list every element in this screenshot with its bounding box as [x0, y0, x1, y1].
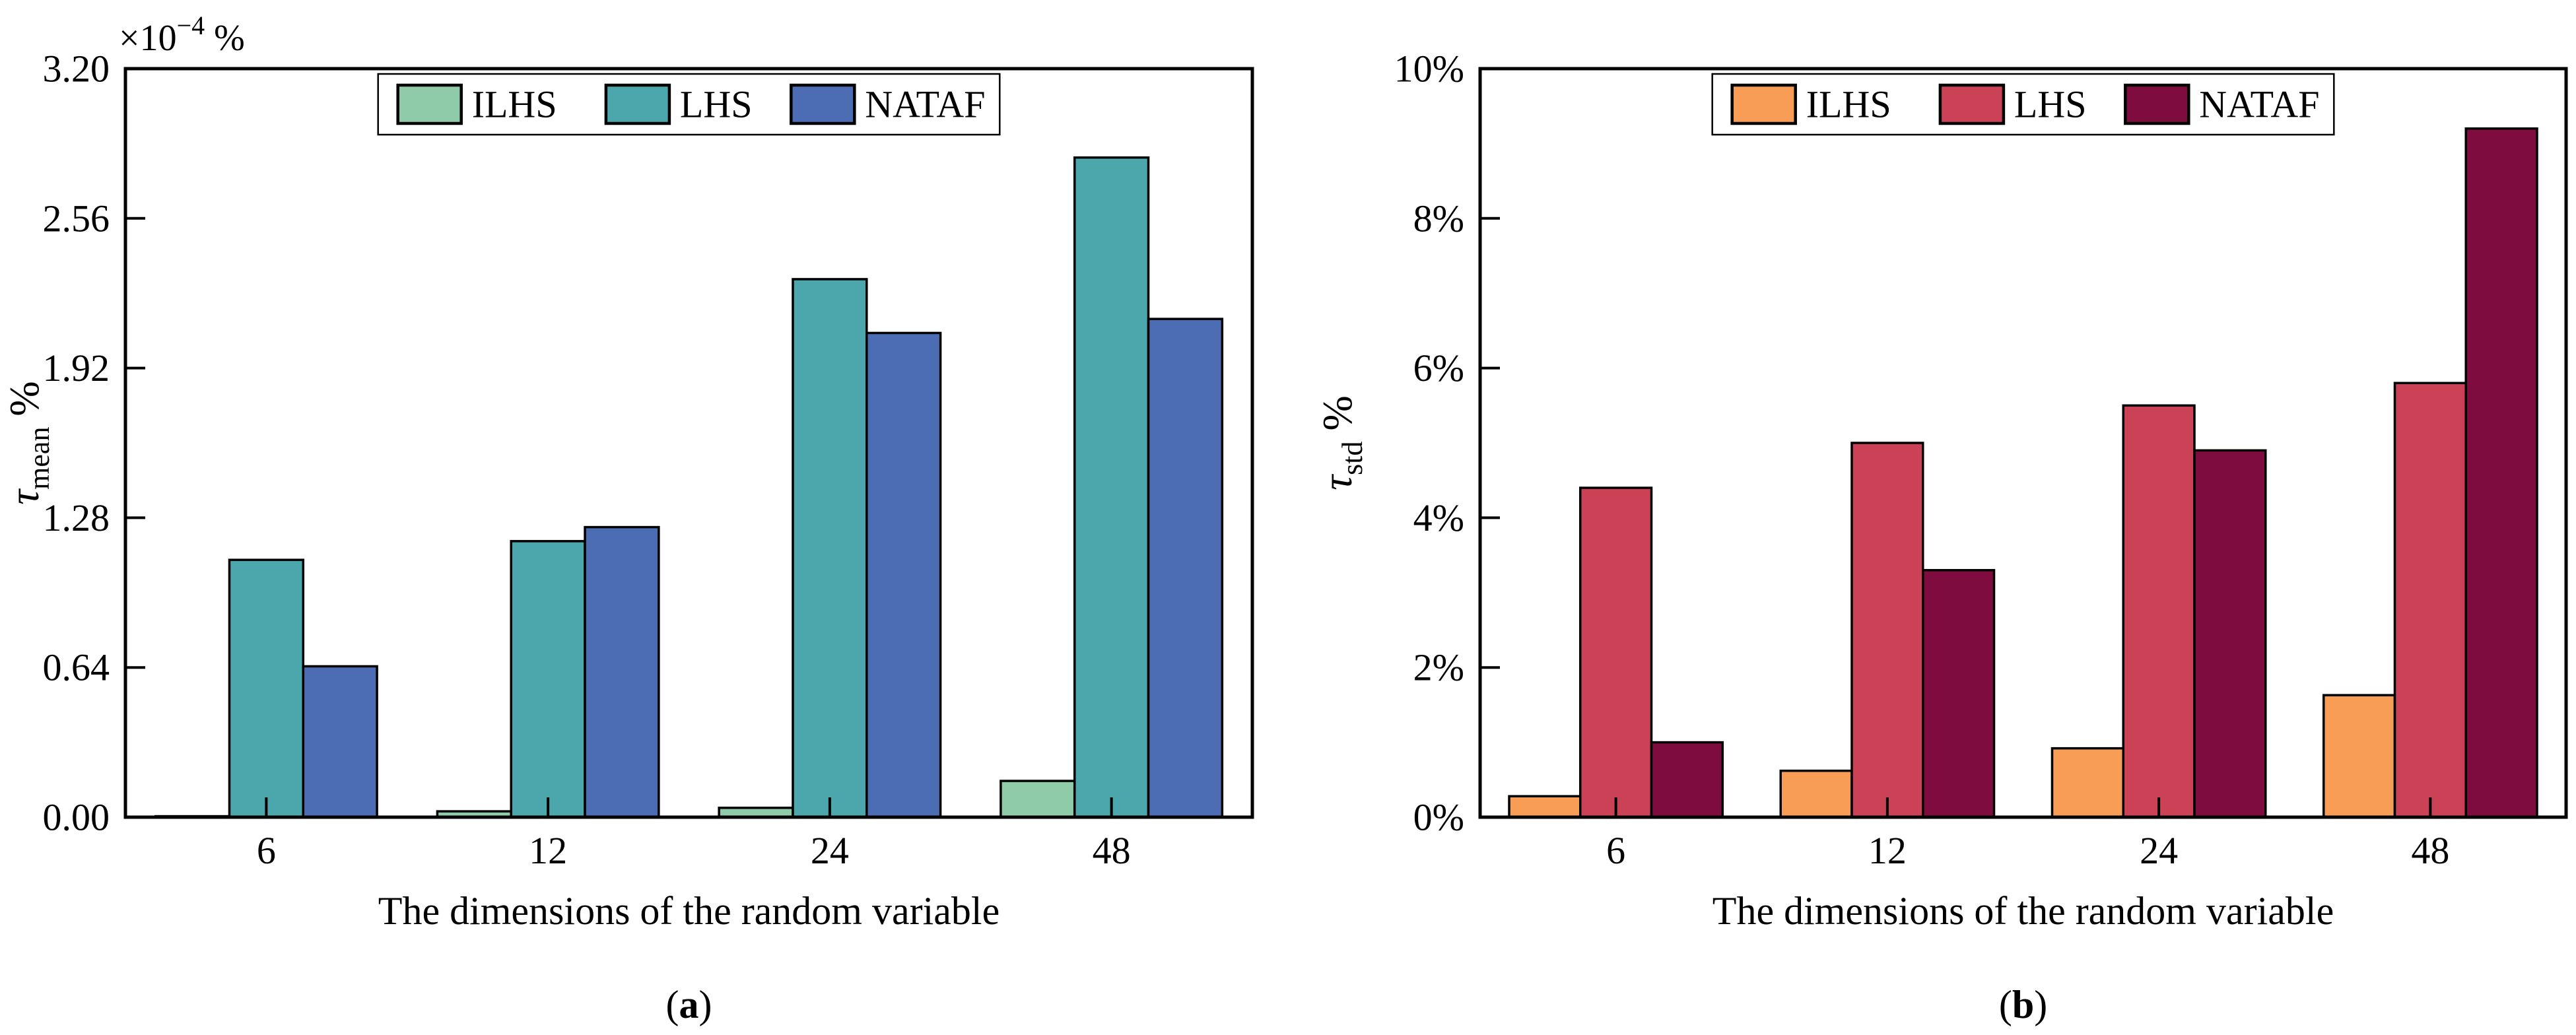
y-tick-label: 0.00 — [43, 796, 110, 839]
y-tick-label: 3.20 — [43, 48, 110, 90]
bar-ILHS-48 — [1000, 780, 1076, 818]
bar-NATAF-6 — [1650, 741, 1724, 818]
bar-NATAF-12 — [584, 525, 660, 818]
y-axis-title: τstd % — [1314, 395, 1369, 490]
y-tick-label: 2.56 — [43, 197, 110, 240]
bar-ILHS-6 — [1508, 795, 1582, 818]
x-tick-label: 24 — [2140, 829, 2178, 872]
plot-frame — [123, 67, 1254, 819]
legend-swatch-NATAF — [2124, 83, 2190, 125]
bar-NATAF-48 — [1147, 317, 1224, 818]
y-tick-label: 1.28 — [43, 496, 110, 539]
legend-label-LHS: LHS — [680, 83, 753, 126]
x-tick-label: 6 — [1606, 829, 1625, 872]
x-axis-title: The dimensions of the random variable — [378, 889, 1000, 933]
bar-NATAF-48 — [2464, 127, 2538, 818]
bar-LHS-24 — [2122, 404, 2196, 818]
x-tick-label: 12 — [529, 829, 567, 872]
bar-NATAF-24 — [2193, 449, 2267, 818]
bar-LHS-48 — [1073, 156, 1150, 818]
bar-LHS-24 — [792, 278, 868, 818]
panel-letter-a: (a) — [666, 983, 712, 1026]
x-tick-label: 48 — [1093, 829, 1131, 872]
bar-LHS-12 — [510, 540, 586, 818]
legend-label-LHS: LHS — [2014, 83, 2087, 126]
legend-box — [1711, 73, 2335, 136]
x-tick-label: 12 — [1868, 829, 1907, 872]
plot-frame — [1478, 67, 2568, 819]
bar-LHS-6 — [1579, 486, 1653, 818]
bar-ILHS-12 — [1779, 769, 1853, 818]
bar-NATAF-6 — [302, 665, 378, 818]
x-tick-label: 48 — [2411, 829, 2449, 872]
legend-swatch-NATAF — [790, 83, 856, 125]
x-tick-label: 6 — [257, 829, 276, 872]
y-axis-title: τmean % — [1, 381, 55, 505]
legend: ILHS LHS NATAF — [377, 73, 1001, 136]
panel-b-chart: 0% 2% 4% 6% 8% 10% 6 12 24 48 τstd % The dimensions… — [1314, 48, 2568, 1026]
y-tick-label: 8% — [1413, 197, 1464, 240]
panel-letter-b: (b) — [1999, 983, 2047, 1026]
y-tick-label: 6% — [1413, 347, 1464, 389]
legend-box — [377, 73, 1001, 136]
legend: ILHS LHS NATAF — [1711, 73, 2335, 136]
y-tick-label: 1.92 — [43, 347, 110, 389]
y-tick-label: 4% — [1413, 496, 1464, 539]
legend-swatch-LHS — [1938, 83, 2006, 125]
y-tick-label: 0% — [1413, 796, 1464, 839]
legend-swatch-ILHS — [396, 83, 463, 125]
bar-LHS-12 — [1850, 442, 1924, 818]
y-axis-offset-label: ×10−4 % — [119, 11, 245, 59]
bar-LHS-6 — [228, 558, 305, 818]
bar-NATAF-24 — [865, 331, 942, 818]
legend-label-NATAF: NATAF — [2199, 83, 2319, 126]
legend-label-NATAF: NATAF — [865, 83, 985, 126]
legend-swatch-LHS — [604, 83, 671, 125]
y-tick-label: 10% — [1394, 48, 1464, 90]
bars-group-a — [154, 156, 1224, 818]
bar-LHS-48 — [2393, 382, 2467, 818]
bars-group-b — [1508, 127, 2538, 818]
legend-label-ILHS: ILHS — [1806, 83, 1891, 126]
y-tick-label: 2% — [1413, 646, 1464, 689]
bar-ILHS-48 — [2322, 694, 2396, 818]
bar-NATAF-12 — [1922, 569, 1996, 818]
bar-ILHS-24 — [2051, 747, 2124, 818]
legend-label-ILHS: ILHS — [472, 83, 557, 126]
x-tick-label: 24 — [811, 829, 849, 872]
x-axis-title: The dimensions of the random variable — [1712, 889, 2334, 933]
y-tick-label: 0.64 — [43, 646, 110, 689]
panel-a-chart: 0.00 0.64 1.28 1.92 2.56 3.20 6 12 24 48 ×10−4 % τm… — [1, 11, 1254, 1026]
legend-swatch-ILHS — [1730, 83, 1797, 125]
